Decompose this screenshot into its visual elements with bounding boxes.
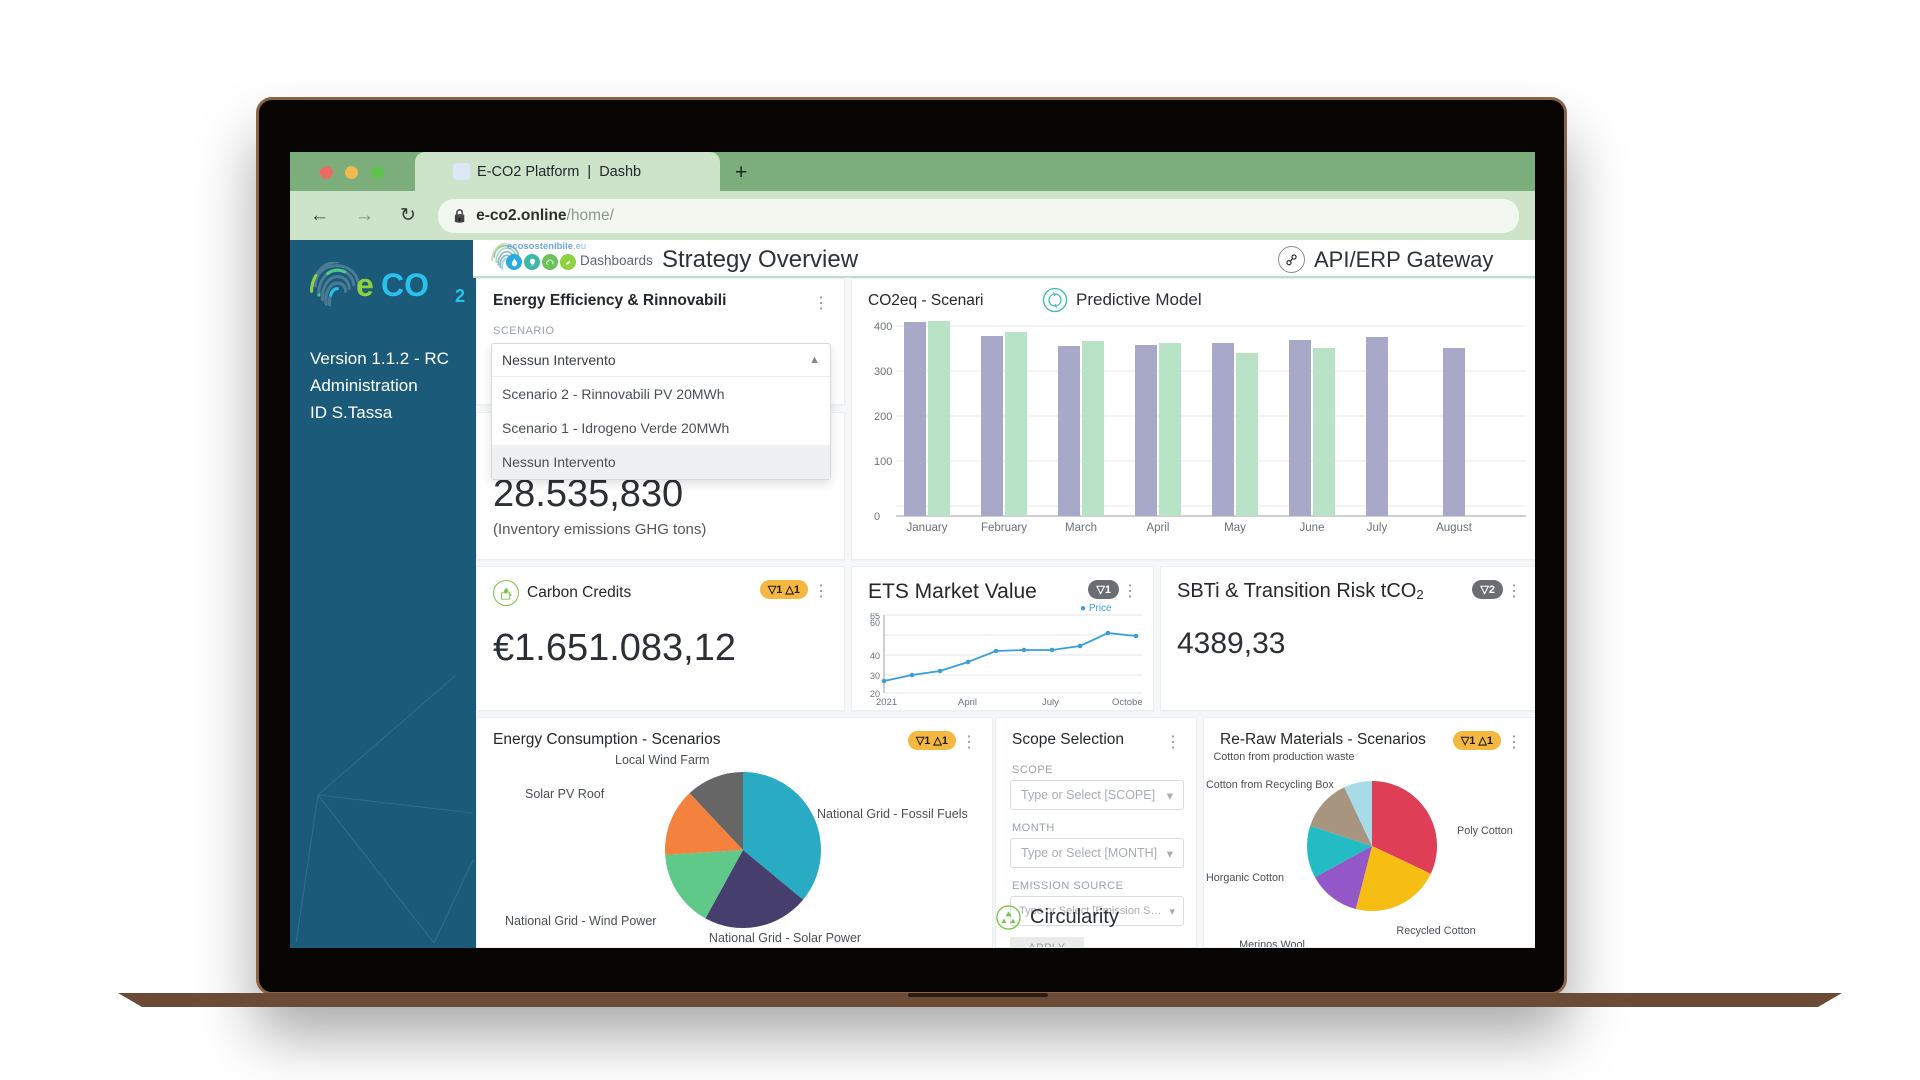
svg-text:Merinos Wool: Merinos Wool bbox=[1239, 939, 1305, 948]
svg-text:Poly Cotton: Poly Cotton bbox=[1457, 825, 1513, 837]
svg-text:0: 0 bbox=[874, 511, 880, 523]
svg-text:April: April bbox=[958, 697, 977, 708]
svg-text:Solar PV Roof: Solar PV Roof bbox=[525, 787, 605, 801]
svg-text:Cotton from production waste: Cotton from production waste bbox=[1213, 751, 1354, 763]
svg-text:CO: CO bbox=[381, 267, 429, 303]
svg-text:60: 60 bbox=[870, 618, 880, 628]
svg-text:National Grid - Solar Power: National Grid - Solar Power bbox=[709, 931, 861, 945]
svg-text:June: June bbox=[1300, 522, 1325, 534]
svg-text:2021: 2021 bbox=[876, 697, 897, 708]
svg-text:Recycled Cotton: Recycled Cotton bbox=[1396, 925, 1475, 937]
svg-text:Local Wind Farm: Local Wind Farm bbox=[615, 753, 709, 767]
svg-text:Horganic Cotton: Horganic Cotton bbox=[1206, 872, 1284, 884]
svg-text:July: July bbox=[1042, 697, 1059, 708]
svg-text:April: April bbox=[1146, 522, 1169, 534]
svg-text:October: October bbox=[1112, 697, 1142, 708]
svg-text:400: 400 bbox=[874, 321, 892, 333]
svg-text:100: 100 bbox=[874, 456, 892, 468]
svg-text:Cotton from Recycling Box: Cotton from Recycling Box bbox=[1206, 779, 1334, 791]
svg-text:40: 40 bbox=[870, 651, 880, 661]
svg-text:August: August bbox=[1436, 522, 1473, 534]
svg-text:National Grid - Wind Power: National Grid - Wind Power bbox=[505, 914, 656, 928]
svg-text:May: May bbox=[1224, 522, 1246, 534]
svg-text:200: 200 bbox=[874, 411, 892, 423]
svg-text:e: e bbox=[356, 267, 374, 303]
svg-text:July: July bbox=[1367, 522, 1388, 534]
svg-text:2: 2 bbox=[455, 286, 465, 306]
svg-text:30: 30 bbox=[870, 671, 880, 681]
svg-text:January: January bbox=[907, 522, 948, 534]
svg-text:February: February bbox=[981, 522, 1027, 534]
svg-text:March: March bbox=[1065, 522, 1097, 534]
svg-text:National Grid - Fossil Fuels: National Grid - Fossil Fuels bbox=[817, 807, 968, 821]
svg-text:300: 300 bbox=[874, 366, 892, 378]
